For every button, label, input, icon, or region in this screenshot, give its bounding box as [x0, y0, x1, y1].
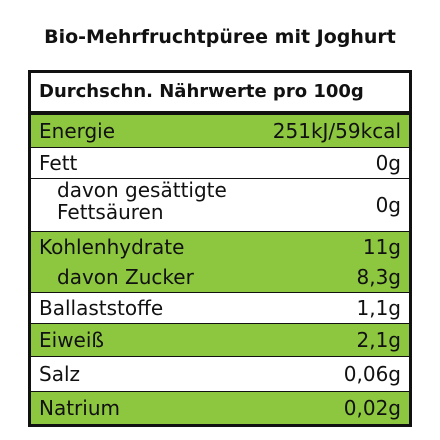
table-row: Natrium 0,02g — [31, 391, 409, 424]
nutrition-table: Durchschn. Nährwerte pro 100g Energie 251… — [28, 70, 412, 427]
table-row: Ballaststoffe 1,1g — [31, 292, 409, 323]
row-value: 0,02g — [343, 396, 401, 420]
row-value: 0,06g — [343, 362, 401, 386]
table-row: Energie 251kJ/59kcal — [31, 114, 409, 147]
row-label: Natrium — [39, 396, 120, 420]
row-value: 0g — [375, 193, 401, 217]
table-row: davon gesättigte Fettsäuren 0g — [31, 178, 409, 231]
row-label: davon gesättigte Fettsäuren — [57, 178, 227, 224]
row-label: Kohlenhydrate — [39, 235, 185, 259]
row-value: 8,3g — [356, 265, 401, 289]
table-row: davon Zucker 8,3g — [31, 262, 409, 292]
row-label: davon Zucker — [57, 265, 194, 289]
table-row: Eiweiß 2,1g — [31, 323, 409, 356]
table-row: Kohlenhydrate 11g — [31, 231, 409, 262]
row-label: Eiweiß — [39, 328, 105, 352]
table-row: Fett 0g — [31, 147, 409, 178]
row-label: Salz — [39, 362, 81, 386]
row-value: 1,1g — [356, 296, 401, 320]
row-value: 2,1g — [356, 328, 401, 352]
table-row: Salz 0,06g — [31, 356, 409, 391]
row-value: 11g — [362, 235, 401, 259]
row-label: Ballaststoffe — [39, 296, 164, 320]
table-header: Durchschn. Nährwerte pro 100g — [31, 73, 409, 114]
row-label: Fett — [39, 151, 78, 175]
row-value: 0g — [375, 151, 401, 175]
row-value: 251kJ/59kcal — [272, 119, 401, 143]
row-label: Energie — [39, 119, 116, 143]
title: Bio-Mehrfruchtpüree mit Joghurt — [44, 26, 396, 48]
